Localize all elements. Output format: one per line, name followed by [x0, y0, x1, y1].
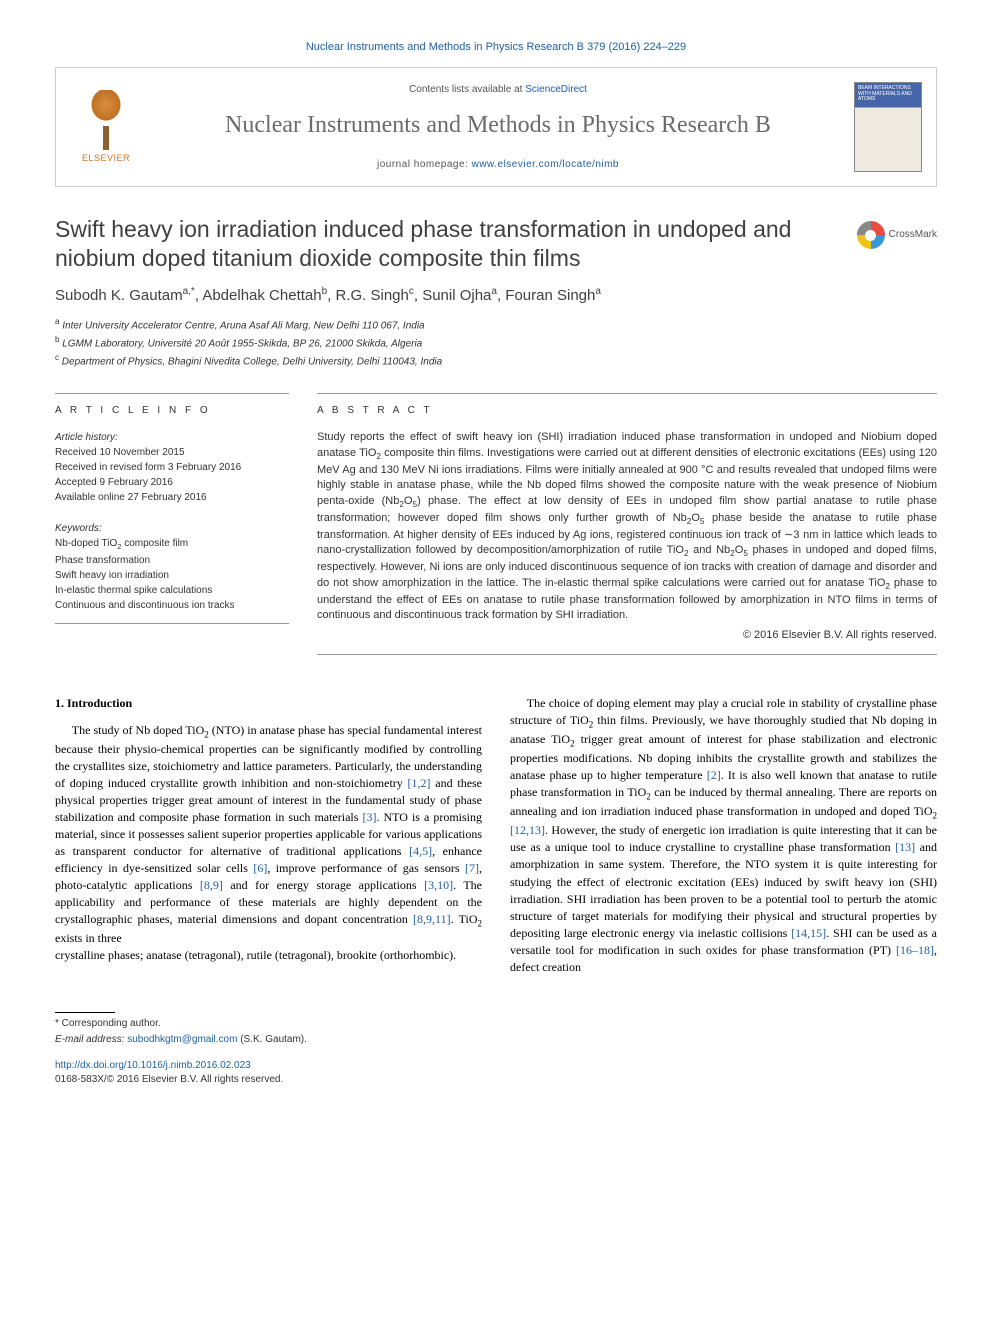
affiliation-b: b LGMM Laboratory, Université 20 Août 19…: [55, 334, 937, 352]
history-received: Received 10 November 2015: [55, 445, 289, 460]
masthead-center: Contents lists available at ScienceDirec…: [142, 83, 854, 173]
keyword-item: Swift heavy ion irradiation: [55, 568, 289, 583]
crossmark-label: CrossMark: [889, 228, 937, 242]
email-label: E-mail address:: [55, 1034, 127, 1045]
article-footer: * Corresponding author. E-mail address: …: [55, 1012, 461, 1087]
body-paragraph: crystalline phases; anatase (tetragonal)…: [55, 947, 482, 964]
cover-text: BEAM INTERACTIONS WITH MATERIALS AND ATO…: [858, 86, 918, 103]
journal-homepage-line: journal homepage: www.elsevier.com/locat…: [154, 158, 842, 172]
history-accepted: Accepted 9 February 2016: [55, 475, 289, 490]
article-info-column: A R T I C L E I N F O Article history: R…: [55, 393, 289, 654]
keywords-block: Keywords: Nb-doped TiO2 composite film P…: [55, 521, 289, 623]
footer-divider: [55, 1012, 115, 1013]
affiliation-a: a Inter University Accelerator Centre, A…: [55, 316, 937, 334]
section-heading-introduction: 1. Introduction: [55, 695, 482, 712]
keyword-item: Continuous and discontinuous ion tracks: [55, 598, 289, 613]
contents-available-line: Contents lists available at ScienceDirec…: [154, 83, 842, 97]
corresponding-author: * Corresponding author.: [55, 1017, 461, 1031]
abstract-header: A B S T R A C T: [317, 393, 937, 418]
body-paragraph: The choice of doping element may play a …: [510, 695, 937, 976]
abstract-copyright: © 2016 Elsevier B.V. All rights reserved…: [317, 628, 937, 644]
history-revised: Received in revised form 3 February 2016: [55, 460, 289, 475]
contents-prefix: Contents lists available at: [409, 84, 525, 95]
journal-masthead: ELSEVIER Contents lists available at Sci…: [55, 67, 937, 187]
author-list: Subodh K. Gautama,*, Abdelhak Chettahb, …: [55, 285, 937, 306]
sciencedirect-link[interactable]: ScienceDirect: [525, 84, 587, 95]
crossmark-badge[interactable]: CrossMark: [857, 221, 937, 249]
keyword-item: In-elastic thermal spike calculations: [55, 583, 289, 598]
crossmark-icon: [857, 221, 885, 249]
email-author-name: (S.K. Gautam).: [237, 1034, 306, 1045]
corresponding-email[interactable]: subodhkgtm@gmail.com: [127, 1034, 237, 1045]
body-text: 1. Introduction The study of Nb doped Ti…: [55, 695, 937, 976]
abstract-column: A B S T R A C T Study reports the effect…: [317, 393, 937, 654]
journal-reference: Nuclear Instruments and Methods in Physi…: [55, 40, 937, 55]
doi-link[interactable]: http://dx.doi.org/10.1016/j.nimb.2016.02…: [55, 1059, 461, 1073]
journal-homepage-url[interactable]: www.elsevier.com/locate/nimb: [472, 159, 619, 170]
keyword-item: Nb-doped TiO2 composite film: [55, 536, 289, 552]
elsevier-tree-icon: [81, 90, 131, 150]
publisher-name: ELSEVIER: [82, 152, 130, 165]
affiliations: a Inter University Accelerator Centre, A…: [55, 316, 937, 369]
homepage-prefix: journal homepage:: [377, 159, 472, 170]
article-info-header: A R T I C L E I N F O: [55, 393, 289, 418]
article-history: Article history: Received 10 November 20…: [55, 430, 289, 505]
affiliation-c: c Department of Physics, Bhagini Nivedit…: [55, 352, 937, 370]
history-online: Available online 27 February 2016: [55, 490, 289, 505]
abstract-text: Study reports the effect of swift heavy …: [317, 430, 937, 654]
keywords-label: Keywords:: [55, 521, 289, 536]
body-paragraph: The study of Nb doped TiO2 (NTO) in anat…: [55, 722, 482, 948]
article-title: Swift heavy ion irradiation induced phas…: [55, 215, 837, 273]
history-label: Article history:: [55, 430, 289, 445]
journal-cover-thumbnail: BEAM INTERACTIONS WITH MATERIALS AND ATO…: [854, 82, 922, 172]
keyword-item: Phase transformation: [55, 553, 289, 568]
journal-title: Nuclear Instruments and Methods in Physi…: [154, 109, 842, 143]
publisher-logo: ELSEVIER: [70, 83, 142, 171]
doi-block: http://dx.doi.org/10.1016/j.nimb.2016.02…: [55, 1059, 461, 1087]
corresponding-email-line: E-mail address: subodhkgtm@gmail.com (S.…: [55, 1033, 461, 1047]
issn-copyright: 0168-583X/© 2016 Elsevier B.V. All right…: [55, 1073, 461, 1087]
